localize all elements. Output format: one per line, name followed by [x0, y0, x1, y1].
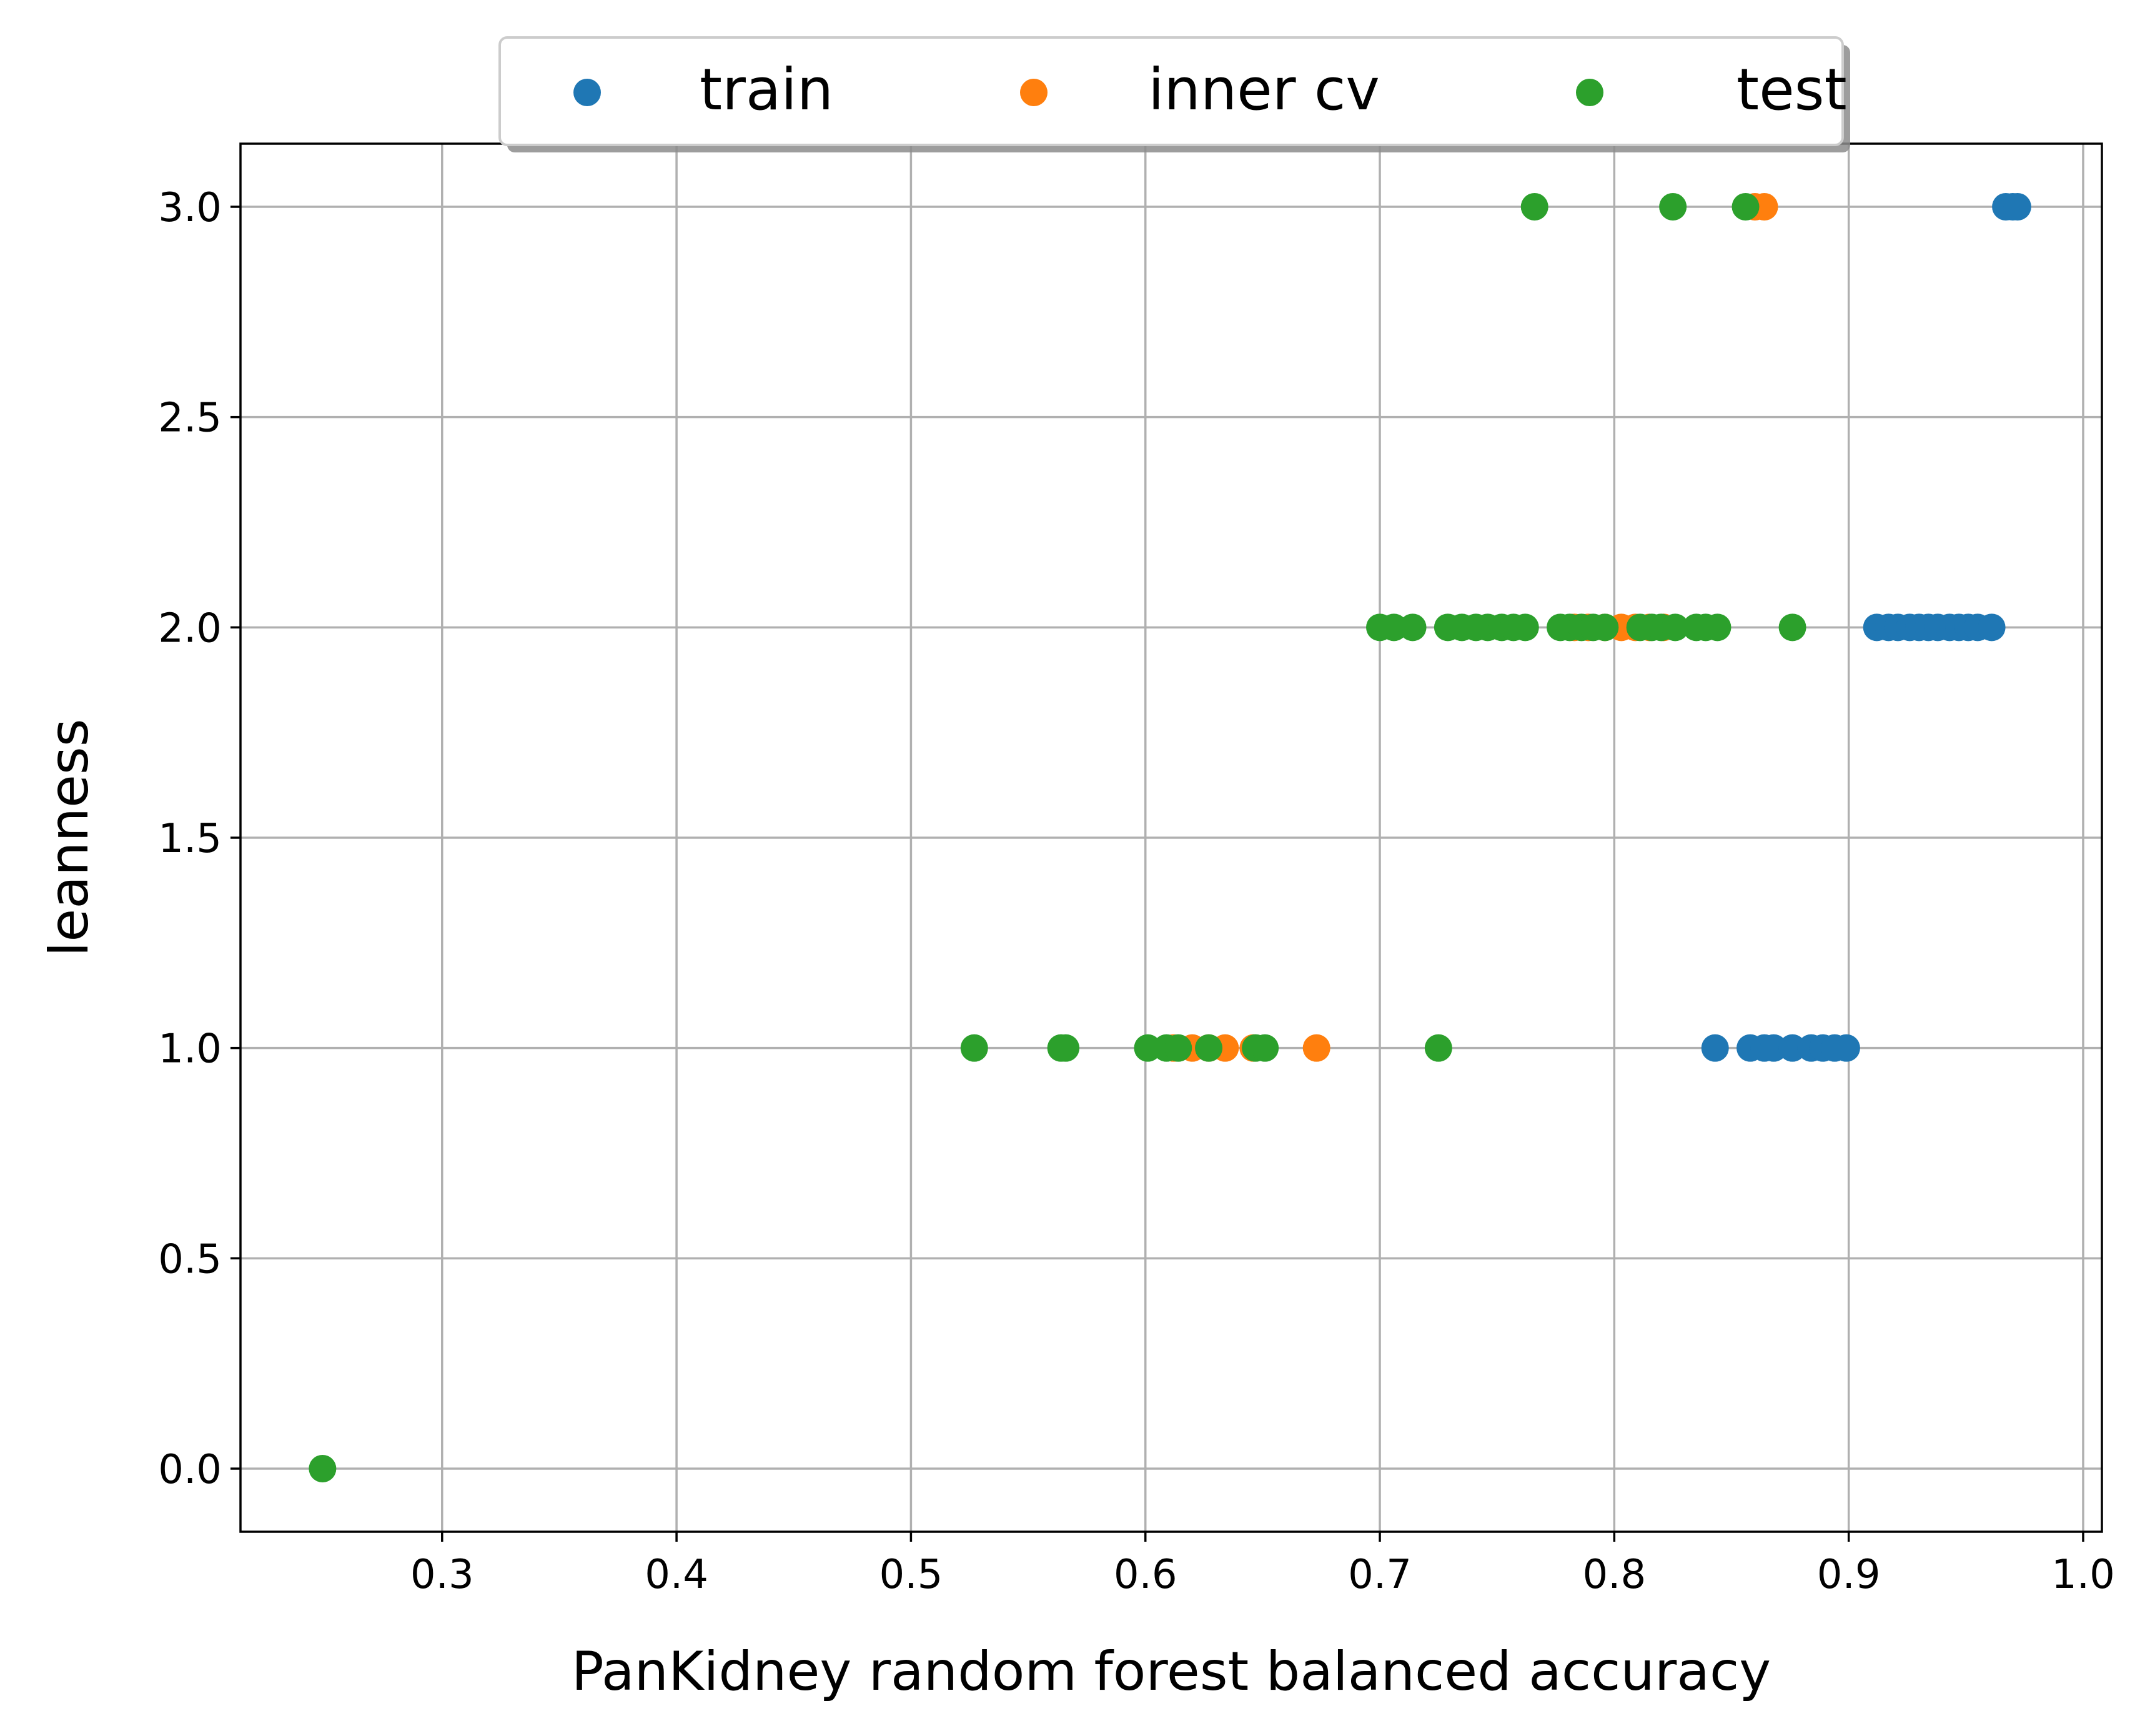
y-tick-label: 1.5: [158, 816, 222, 862]
legend-box: [498, 36, 1844, 146]
data-point: [1052, 1034, 1080, 1062]
data-point: [1731, 193, 1760, 221]
legend-marker: [573, 79, 601, 106]
data-point: [1511, 613, 1539, 642]
data-point: [1424, 1034, 1452, 1062]
x-tick-label: 0.6: [1114, 1552, 1177, 1598]
data-point: [2003, 193, 2031, 221]
data-point: [1701, 1034, 1729, 1062]
y-tick-label: 2.5: [158, 395, 222, 442]
axis-ticks: 0.3 0.4 0.5 0.6 0.7 0.8 0.9 1.0 0.0 0.5 1.0 1.5 2.0 2…: [158, 185, 2115, 1598]
data-point: [1778, 613, 1806, 642]
data-point: [1520, 193, 1548, 221]
x-tick-label: 0.7: [1348, 1552, 1412, 1598]
x-axis-label: PanKidney random forest balanced accurac…: [572, 1640, 1771, 1703]
series-test: [309, 193, 1806, 1482]
y-tick-label: 3.0: [158, 185, 222, 231]
data-point: [1659, 193, 1687, 221]
x-tick-label: 0.3: [410, 1552, 474, 1598]
data-point: [1703, 613, 1731, 642]
data-point: [1251, 1034, 1279, 1062]
data-point: [1195, 1034, 1223, 1062]
legend-label: test: [1736, 56, 1847, 123]
data-point: [1164, 1034, 1192, 1062]
data-point: [1302, 1034, 1330, 1062]
series-train: [1701, 193, 2031, 1062]
x-tick-label: 0.5: [879, 1552, 943, 1598]
x-tick-label: 0.4: [645, 1552, 708, 1598]
legend-label: train: [700, 56, 833, 123]
y-tick-label: 0.0: [158, 1447, 222, 1493]
data-point: [1832, 1034, 1860, 1062]
data-point: [309, 1455, 337, 1482]
data-point: [1399, 613, 1427, 642]
legend-marker: [1576, 79, 1603, 106]
legend: train inner cv test: [498, 36, 1850, 152]
x-tick-label: 1.0: [2051, 1552, 2115, 1598]
y-axis-label: leanness: [38, 718, 101, 956]
legend-marker: [1020, 79, 1048, 106]
y-tick-label: 0.5: [158, 1236, 222, 1282]
data-point: [1661, 613, 1689, 642]
y-tick-label: 2.0: [158, 605, 222, 652]
data-point: [1591, 613, 1619, 642]
data-point: [960, 1034, 988, 1062]
x-tick-label: 0.8: [1582, 1552, 1646, 1598]
legend-label: inner cv: [1148, 56, 1380, 123]
data-point: [1978, 613, 2006, 642]
data-points: [309, 193, 2031, 1482]
x-tick-label: 0.9: [1817, 1552, 1881, 1598]
y-tick-label: 1.0: [158, 1026, 222, 1073]
